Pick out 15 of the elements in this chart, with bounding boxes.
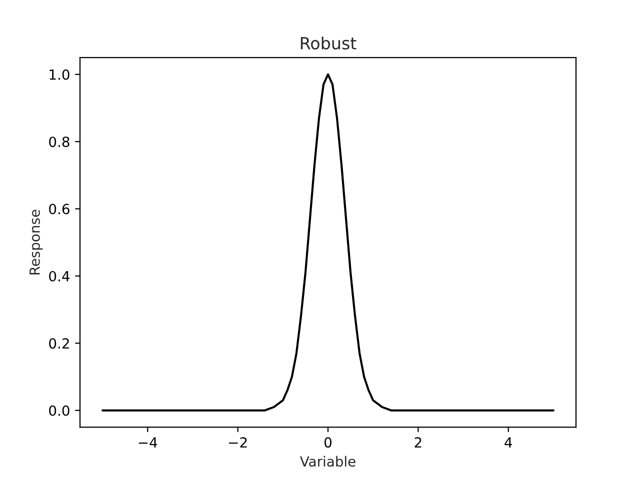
y-tick-label: 0.0 xyxy=(49,405,70,416)
y-tick-label: 0.4 xyxy=(49,270,70,282)
x-tick-label: 2 xyxy=(414,437,422,448)
y-tick-label: 0.6 xyxy=(49,204,70,214)
x-tick-label: −2 xyxy=(229,437,247,448)
chart-title: Robust xyxy=(300,36,356,50)
y-tick-label: 0.2 xyxy=(49,338,69,349)
y-axis-title: Response xyxy=(30,210,43,274)
x-tick-label: −4 xyxy=(138,437,158,448)
x-axis-title: Variable xyxy=(300,456,356,467)
x-tick-label: 0 xyxy=(324,437,332,448)
y-tick-label: 1.0 xyxy=(50,69,70,80)
y-tick-label: 0.8 xyxy=(49,136,70,148)
line-series xyxy=(102,73,554,412)
x-tick-label: 4 xyxy=(504,437,512,448)
